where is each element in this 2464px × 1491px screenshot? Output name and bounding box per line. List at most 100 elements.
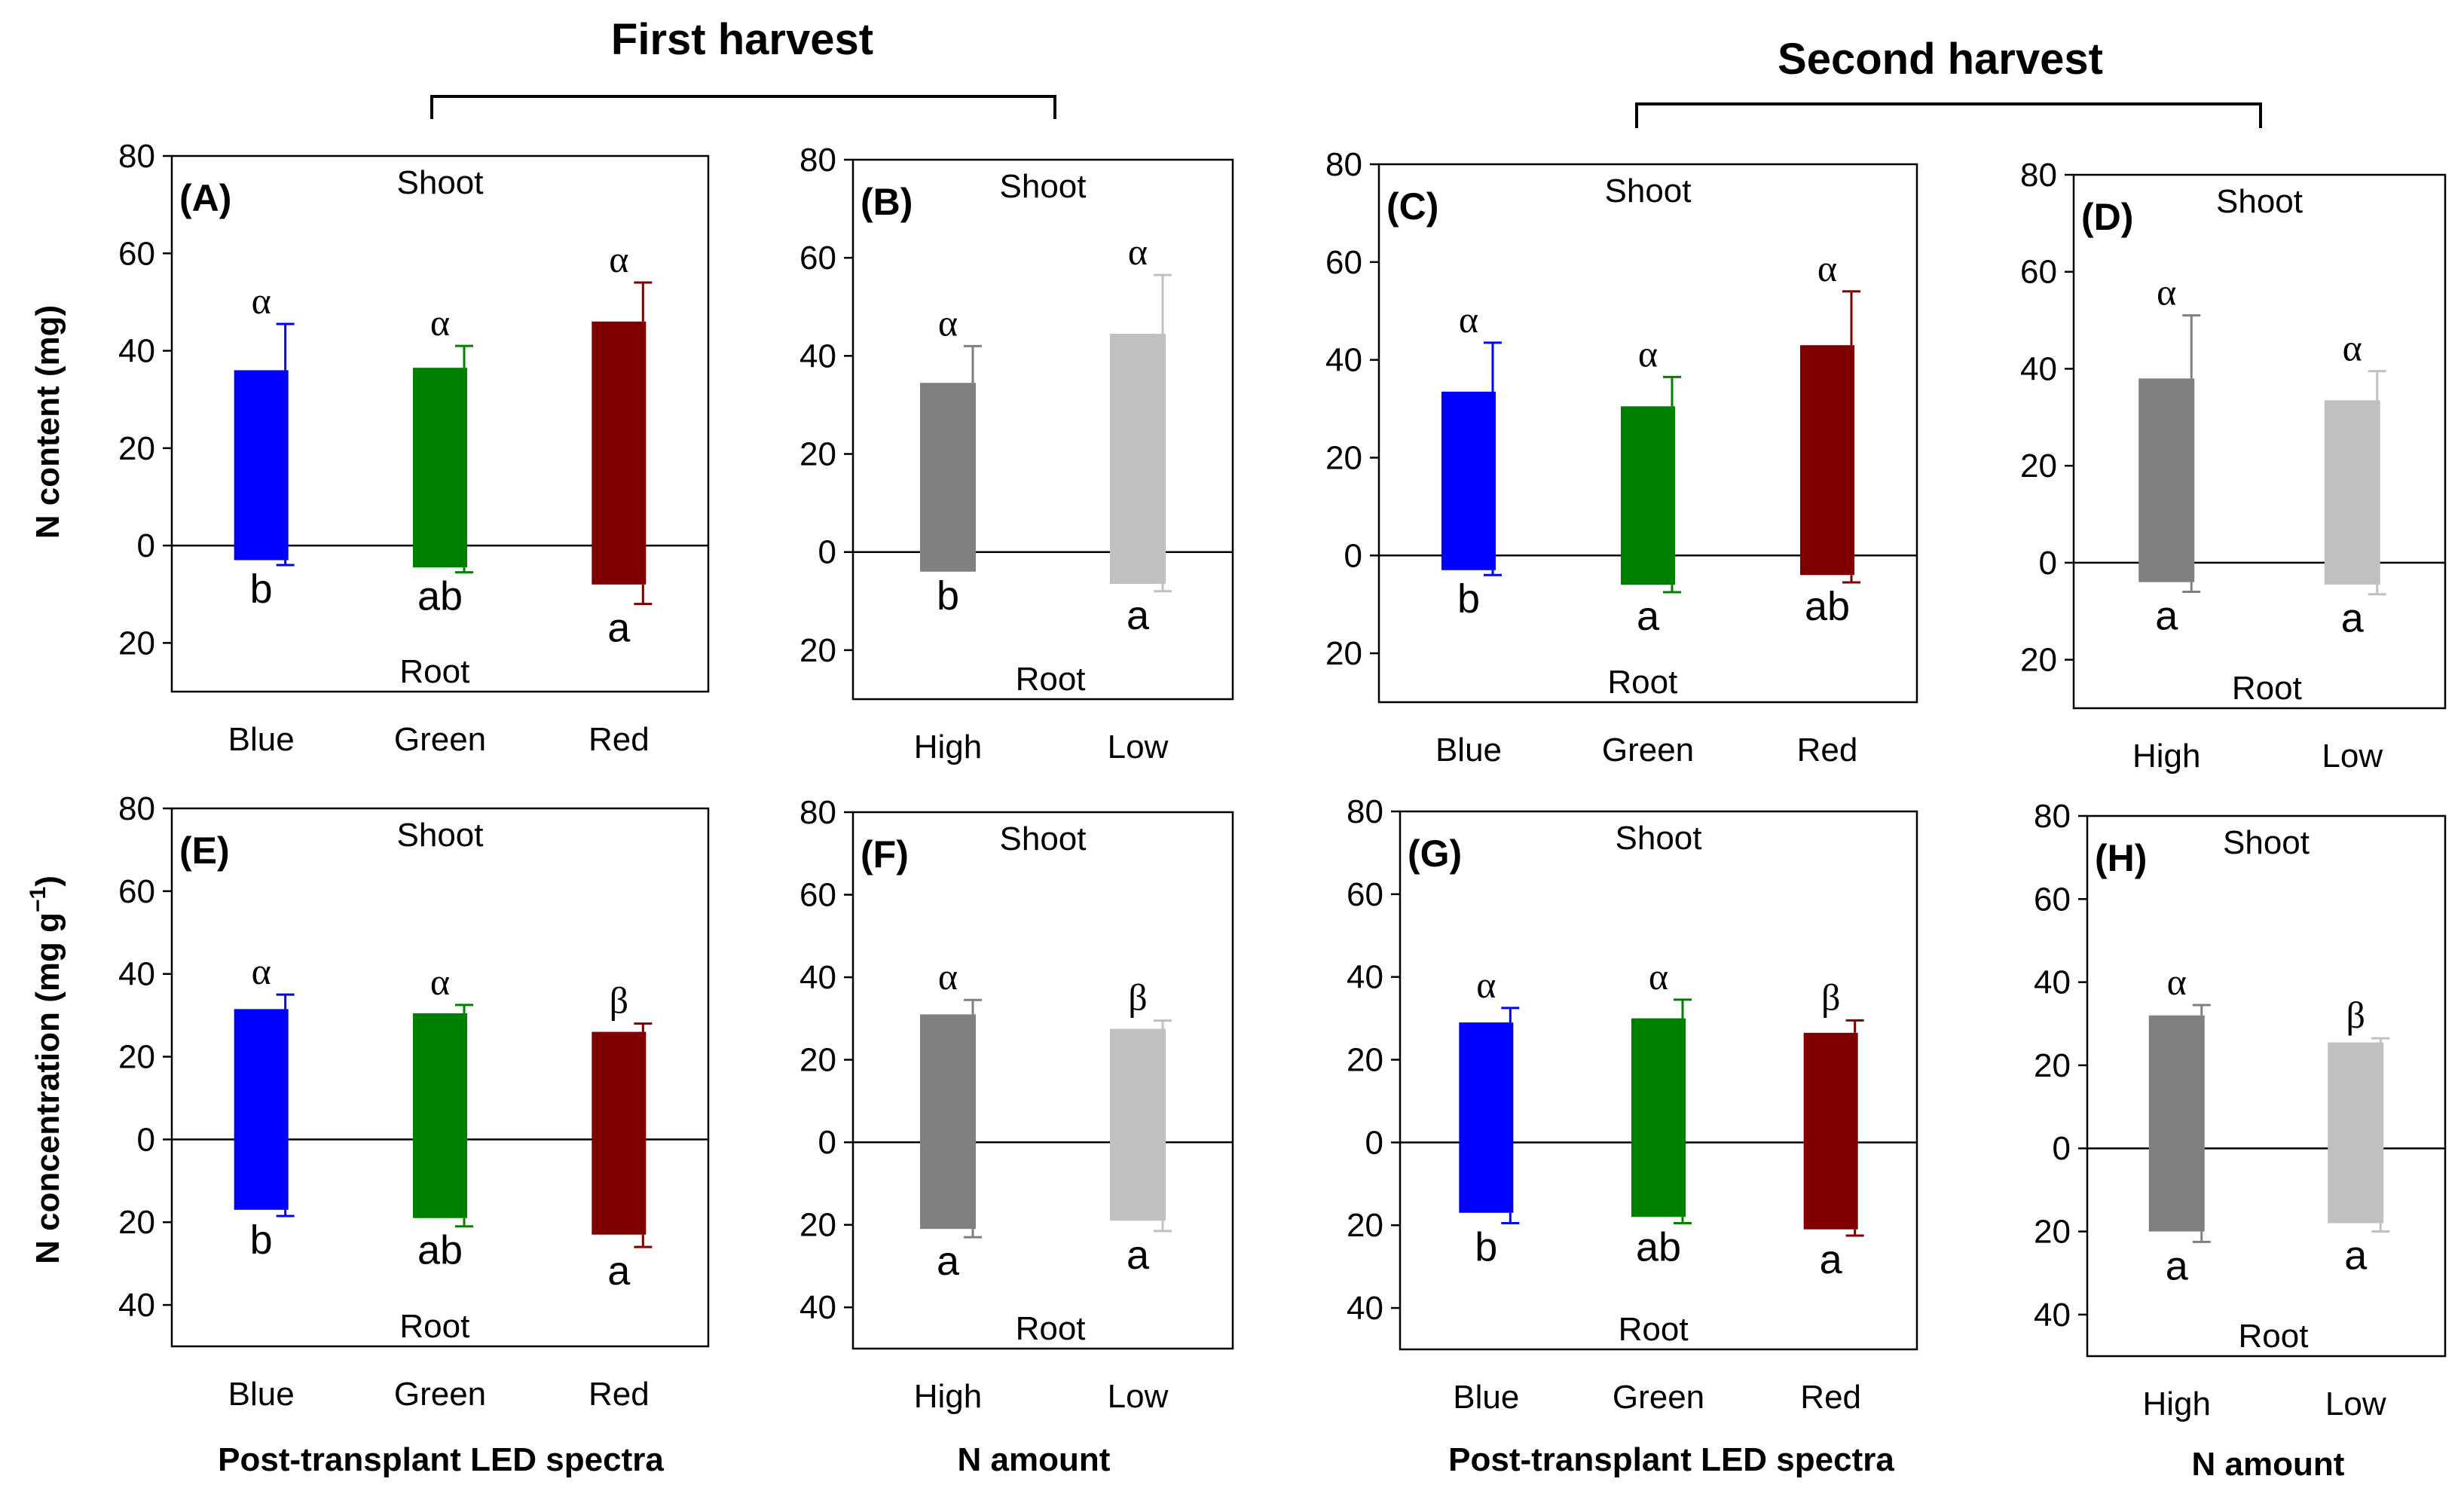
root-significance-letter: a xyxy=(937,1239,960,1284)
bar-low xyxy=(2324,400,2380,585)
bar-high xyxy=(2138,378,2195,582)
bar-blue xyxy=(234,370,289,561)
shoot-significance-letter: α xyxy=(2343,327,2362,369)
y-tick-label: 60 xyxy=(118,873,155,910)
root-significance-letter: a xyxy=(1127,1233,1150,1278)
plot-frame xyxy=(1377,163,1918,704)
y-tick-label: 20 xyxy=(1325,439,1362,476)
y-tick-label: 0 xyxy=(1365,1124,1383,1161)
plot-frame xyxy=(851,811,1234,1350)
y-tick-label: 0 xyxy=(2039,545,2057,582)
x-tick-label: Red xyxy=(588,1376,650,1413)
y-tick-label: 40 xyxy=(2020,350,2057,387)
y-tick-label: 20 xyxy=(2020,448,2057,484)
y-tick-label: 60 xyxy=(799,240,836,277)
y-tick-label: 80 xyxy=(2034,798,2071,835)
root-significance-letter: ab xyxy=(417,574,463,619)
shoot-label: Shoot xyxy=(2216,183,2303,220)
y-tick-label: 40 xyxy=(799,959,836,996)
panel-g: 80 60 40 20 0 20 40 α b Blue α ab Green β a Red (G) Shoot… xyxy=(1347,793,1918,1416)
y-tick-label: 20 xyxy=(118,1204,155,1241)
root-label: Root xyxy=(399,1308,469,1345)
y-tick-label: 20 xyxy=(799,436,836,473)
root-significance-letter: a xyxy=(2344,1233,2368,1279)
x-tick-label: Blue xyxy=(228,1376,295,1413)
shoot-significance-letter: β xyxy=(610,979,628,1022)
panel-label: (E) xyxy=(179,830,230,872)
y-tick-label: 40 xyxy=(118,956,155,993)
y-tick-label: 80 xyxy=(2020,157,2057,194)
shoot-significance-letter: α xyxy=(430,301,450,344)
y-tick-label: 80 xyxy=(1325,146,1362,183)
bar-red xyxy=(1803,1032,1858,1230)
y-tick-label: 20 xyxy=(118,430,155,467)
shoot-label: Shoot xyxy=(397,817,484,854)
shoot-significance-letter: β xyxy=(2346,994,2365,1036)
y-tick-label: 60 xyxy=(2020,254,2057,291)
bar-low xyxy=(2328,1042,2384,1224)
shoot-significance-letter: α xyxy=(2157,271,2176,313)
y-tick-label: 0 xyxy=(1344,537,1362,574)
root-significance-letter: a xyxy=(1127,593,1150,638)
y-tick-label: 40 xyxy=(118,333,155,370)
panel-label: (F) xyxy=(861,833,909,875)
root-significance-letter: b xyxy=(250,567,273,612)
y-tick-label: 20 xyxy=(2034,1214,2071,1251)
shoot-label: Shoot xyxy=(397,164,484,201)
bar-high xyxy=(2148,1015,2205,1232)
root-significance-letter: ab xyxy=(1805,584,1850,629)
y-tick-label: 80 xyxy=(118,790,155,827)
x-tick-label: Low xyxy=(1108,1378,1169,1415)
y-tick-label: 40 xyxy=(1347,959,1383,996)
root-significance-letter: a xyxy=(607,606,631,651)
bar-green xyxy=(1621,406,1675,585)
y-tick-label: 40 xyxy=(2034,1297,2071,1334)
x-tick-label: Low xyxy=(2322,738,2383,775)
x-tick-label: Blue xyxy=(1453,1379,1519,1416)
shoot-significance-letter: α xyxy=(1459,298,1478,341)
shoot-significance-letter: α xyxy=(2167,961,2187,1003)
shoot-significance-letter: α xyxy=(938,301,958,344)
root-label: Root xyxy=(1016,661,1086,698)
x-tick-label: Blue xyxy=(228,721,295,758)
root-label: Root xyxy=(2239,1318,2309,1355)
y-tick-label: 0 xyxy=(818,1124,836,1161)
x-tick-label: Blue xyxy=(1435,732,1502,768)
first-harvest-bracket xyxy=(430,95,1056,119)
panel-d: 80 60 40 20 0 20 α a High α a Low (D) Shoot Root xyxy=(2020,157,2447,775)
plot-frame xyxy=(170,154,710,693)
y-tick-label: 40 xyxy=(799,338,836,374)
panel-e: 80 60 40 20 0 20 40 α b Blue α ab Green β a Red (E) Shoot… xyxy=(118,790,710,1413)
plot-frame xyxy=(851,158,1234,701)
x-tick-label: High xyxy=(2132,738,2201,775)
x-tick-label: Green xyxy=(394,1376,486,1413)
y-tick-label: 60 xyxy=(1325,244,1362,281)
y-tick-label: 80 xyxy=(118,138,155,175)
x-tick-label: Green xyxy=(1613,1379,1704,1416)
y-tick-label: 80 xyxy=(799,142,836,179)
root-significance-letter: b xyxy=(1475,1224,1497,1269)
y-tick-label: 60 xyxy=(1347,876,1383,913)
shoot-significance-letter: α xyxy=(1649,955,1668,998)
root-significance-letter: a xyxy=(1820,1237,1843,1282)
root-significance-letter: a xyxy=(2341,596,2365,641)
bar-green xyxy=(413,368,467,568)
root-significance-letter: ab xyxy=(1636,1224,1681,1269)
shoot-label: Shoot xyxy=(1000,820,1087,857)
shoot-significance-letter: β xyxy=(1821,976,1840,1018)
panel-label: (H) xyxy=(2095,837,2147,879)
first-harvest-title: First harvest xyxy=(611,15,873,64)
shoot-label: Shoot xyxy=(1000,168,1087,205)
shoot-significance-letter: α xyxy=(1638,332,1658,374)
y-tick-label: 40 xyxy=(1347,1290,1383,1327)
y-tick-label: 60 xyxy=(799,877,836,914)
root-significance-letter: b xyxy=(937,573,959,619)
plot-frame xyxy=(170,807,710,1348)
y-tick-label: 80 xyxy=(1347,793,1383,830)
y-tick-label: 20 xyxy=(2020,642,2057,679)
shoot-significance-letter: α xyxy=(609,238,628,280)
panel-label: (D) xyxy=(2081,196,2133,238)
bar-red xyxy=(592,321,647,585)
root-significance-letter: a xyxy=(2166,1243,2189,1288)
panel-label: (B) xyxy=(861,181,913,223)
